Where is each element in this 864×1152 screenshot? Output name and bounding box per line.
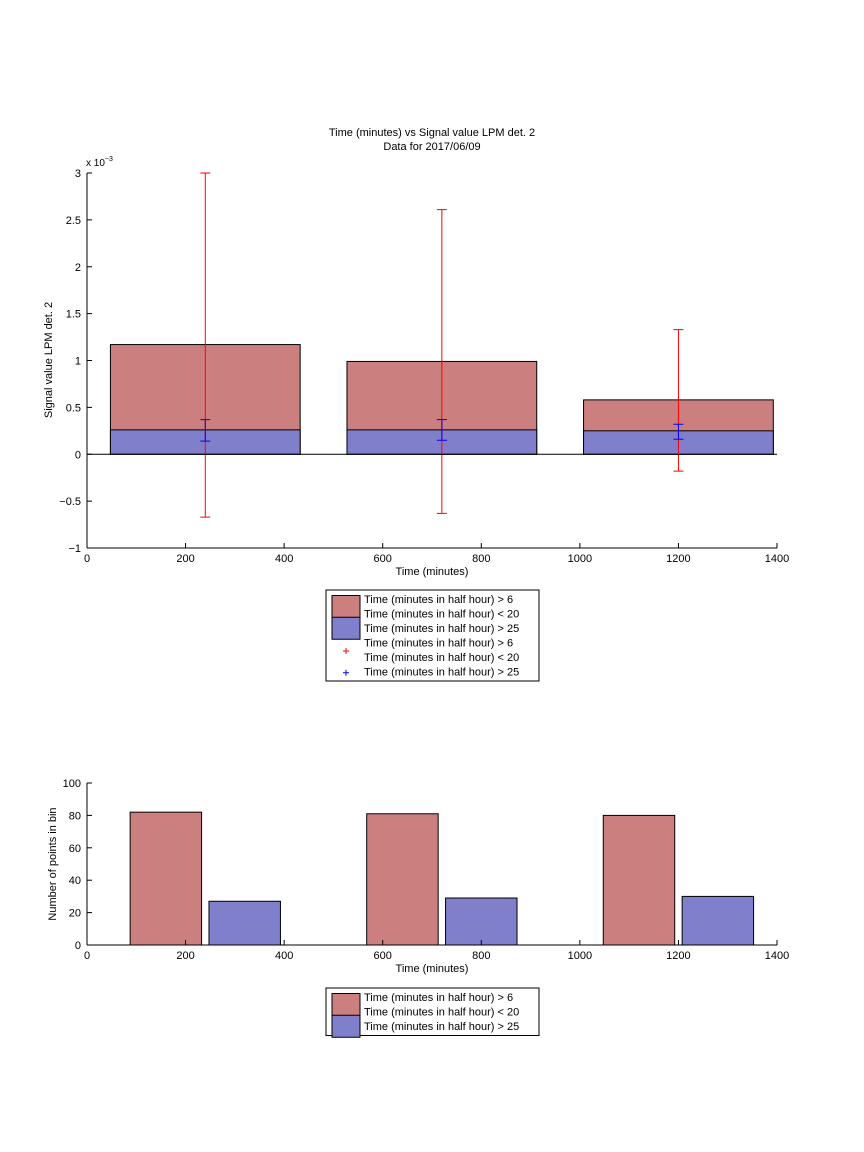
chart1-y-tick-label: −0.5 [59, 496, 81, 508]
chart2-x-tick-label: 400 [275, 950, 293, 962]
chart2-x-tick-label: 1000 [568, 950, 592, 962]
chart2-y-tick-label: 20 [69, 908, 81, 920]
chart1-legend-label: Time (minutes in half hour) < 20 [364, 652, 519, 664]
chart1-y-tick-label: 2.5 [66, 215, 81, 227]
chart2-legend-swatch [331, 1014, 361, 1038]
chart1-legend-label: Time (minutes in half hour) > 6 [364, 594, 513, 606]
chart2-axes: 0 200 400 600 800 1000 1200 1400 0 20 40 60 80 100 [63, 778, 790, 962]
chart2-bar [366, 813, 439, 946]
chart1-x-tick-label: 600 [374, 553, 392, 565]
chart1-legend-label: Time (minutes in half hour) > 25 [364, 623, 519, 635]
chart1-y-tick-label: 1.5 [66, 309, 81, 321]
chart1-x-tick-label: 0 [84, 553, 90, 565]
chart1-error-bars [200, 172, 684, 518]
chart1-title: Time (minutes) vs Signal value LPM det. … [329, 127, 535, 139]
chart1-legend-marker [343, 669, 349, 676]
chart1-y-exponent-base: x 10 [86, 158, 105, 169]
chart2-y-tick-label: 60 [69, 843, 81, 855]
chart1-x-tick-label: 800 [472, 553, 490, 565]
chart2-bar [208, 900, 281, 946]
chart1-error-bar [436, 209, 447, 514]
chart1-error-bar [200, 419, 211, 442]
chart1-x-label: Time (minutes) [396, 566, 469, 578]
chart2-y-tick-label: 100 [63, 778, 81, 790]
chart1-x-tick-label: 200 [176, 553, 194, 565]
chart2-x-label: Time (minutes) [396, 963, 469, 975]
chart1-y-exponent: x 10−3 [86, 156, 113, 169]
chart1-y-tick-label: 0.5 [66, 402, 81, 414]
chart2-x-tick-label: 200 [176, 950, 194, 962]
chart1-y-label: Signal value LPM det. 2 [43, 302, 55, 418]
chart1-legend-swatch [331, 595, 361, 618]
chart2-bars [129, 811, 755, 946]
chart1-legend-label: Time (minutes in half hour) > 6 [364, 638, 513, 650]
chart2-y-tick-label: 40 [69, 875, 81, 887]
chart2-bar [602, 814, 676, 946]
chart2-legend-label: Time (minutes in half hour) > 6 [364, 992, 513, 1004]
chart2-legend-label: Time (minutes in half hour) < 20 [364, 1007, 519, 1019]
chart1-legend-box [325, 589, 540, 682]
chart1-error-bar [436, 419, 447, 441]
chart1-error-bar [673, 423, 684, 440]
chart1-legend-label: Time (minutes in half hour) < 20 [364, 609, 519, 621]
chart1-y-tick-label: −1 [68, 543, 81, 555]
chart2-x-tick-label: 1200 [666, 950, 690, 962]
chart1-legend-swatch [331, 616, 361, 640]
chart2-y-tick-label: 0 [75, 940, 81, 952]
chart1-error-bar [673, 329, 684, 472]
chart2-legend-label: Time (minutes in half hour) > 25 [364, 1021, 519, 1033]
chart1-x-tick-label: 1000 [568, 553, 592, 565]
chart1-y-exponent-power: −3 [105, 156, 113, 163]
chart1-axes: 0 200 400 600 800 1000 1200 1400 −1 −0.5 0 0.5 1 1.5 2… [59, 168, 789, 565]
chart2-x-tick-label: 1400 [765, 950, 789, 962]
chart1-y-tick-label: 2 [75, 262, 81, 274]
chart1-y-tick-label: 0 [75, 449, 81, 461]
chart1-legend-marker [343, 648, 349, 654]
chart1-legend: Time (minutes in half hour) > 6 Time (min… [325, 589, 540, 682]
chart1-legend-label: Time (minutes in half hour) > 25 [364, 667, 519, 679]
chart2-x-tick-label: 600 [374, 950, 392, 962]
chart2-y-label: Number of points in bin [47, 807, 59, 920]
chart2-legend-swatch [331, 993, 361, 1016]
chart1-x-tick-label: 1200 [666, 553, 690, 565]
chart2-legend: Time (minutes in half hour) > 6 Time (min… [325, 987, 540, 1038]
chart1-y-tick-label: 3 [75, 168, 81, 180]
chart2-bar [445, 897, 518, 946]
chart2-x-tick-label: 800 [472, 950, 490, 962]
chart1-error-bar [200, 172, 211, 518]
chart2-legend-box [325, 987, 540, 1036]
chart2-bar [129, 811, 203, 946]
chart2-x-tick-label: 0 [84, 950, 90, 962]
chart1-x-tick-label: 1400 [765, 553, 789, 565]
chart1-subtitle: Data for 2017/06/09 [383, 141, 480, 153]
chart2-bar [681, 895, 755, 946]
chart1-y-tick-label: 1 [75, 356, 81, 368]
chart1-x-tick-label: 400 [275, 553, 293, 565]
chart2-y-tick-label: 80 [69, 810, 81, 822]
